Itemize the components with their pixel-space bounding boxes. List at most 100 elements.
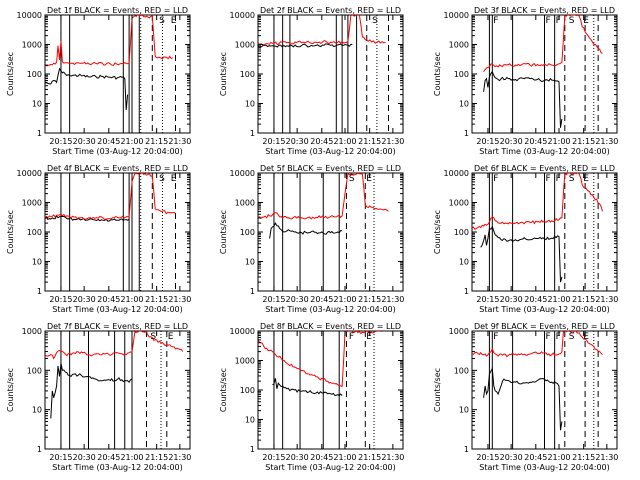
y-axis-label: Counts/sec <box>6 210 15 254</box>
x-axis-label: Start Time (03-Aug-12 20:04:00) <box>479 305 610 314</box>
x-tick-label: 20:15 <box>49 137 72 146</box>
x-tick-label: 21:00 <box>333 137 356 146</box>
y-axis-label: Counts/sec <box>219 368 228 412</box>
y-tick-label: 100 <box>454 366 469 375</box>
x-tick-label: 20:45 <box>310 453 333 462</box>
interval-marker-label: S <box>569 16 575 26</box>
y-axis-label: Counts/sec <box>433 368 442 412</box>
x-tick-label: 20:15 <box>49 295 72 304</box>
interval-marker-label: F <box>556 174 561 184</box>
x-axis-label: Start Time (03-Aug-12 20:04:00) <box>52 305 183 314</box>
interval-marker-label: S <box>569 174 575 184</box>
y-tick-label: 1000 <box>235 41 255 50</box>
panel-title: Det 7f BLACK = Events, RED = LLD <box>47 322 188 331</box>
detector-panel-7: S E 1 10 100 1000 20:15 20:30 20:45 21:00 21:15 21:… <box>6 322 191 472</box>
x-tick-label: 20:30 <box>500 137 523 146</box>
y-tick-label: 100 <box>240 228 255 237</box>
series-lld <box>258 173 389 220</box>
series-lld <box>45 15 173 67</box>
x-axis-label: Start Time (03-Aug-12 20:04:00) <box>479 147 610 156</box>
x-tick-label: 20:15 <box>476 137 499 146</box>
x-tick-label: 21:30 <box>595 453 618 462</box>
x-tick-label: 21:15 <box>145 453 168 462</box>
x-tick-label: 21:00 <box>120 453 143 462</box>
x-tick-label: 20:30 <box>73 453 96 462</box>
interval-marker-label: E <box>583 16 589 26</box>
y-tick-label: 1 <box>37 445 42 454</box>
y-tick-label: 10 <box>32 406 42 415</box>
y-tick-label: 1 <box>464 287 469 296</box>
y-tick-label: 100 <box>240 70 255 79</box>
x-tick-label: 20:15 <box>49 453 72 462</box>
x-tick-label: 21:30 <box>595 295 618 304</box>
x-tick-label: 20:45 <box>524 295 547 304</box>
plot-frame <box>44 14 191 134</box>
y-tick-label: 100 <box>27 228 42 237</box>
x-tick-label: 21:00 <box>547 453 570 462</box>
y-tick-label: 10000 <box>444 11 469 20</box>
y-axis-label: Counts/sec <box>433 210 442 254</box>
series-lld <box>472 331 603 358</box>
y-axis-label: Counts/sec <box>219 210 228 254</box>
series-events <box>50 363 133 419</box>
panel-title: Det 3f BLACK = Events, RED = LLD <box>474 6 615 15</box>
interval-marker-label: F <box>493 174 498 184</box>
series-lld <box>258 15 386 46</box>
x-tick-label: 20:45 <box>524 137 547 146</box>
y-axis-label: Counts/sec <box>433 52 442 96</box>
x-tick-label: 21:15 <box>358 295 381 304</box>
x-tick-label: 21:30 <box>381 295 404 304</box>
x-tick-label: 20:30 <box>500 453 523 462</box>
series-events <box>272 378 343 397</box>
panel-title: Det 4f BLACK = Events, RED = LLD <box>47 164 188 173</box>
x-tick-label: 21:00 <box>120 295 143 304</box>
x-tick-label: 21:30 <box>168 137 191 146</box>
y-tick-label: 1000 <box>449 199 469 208</box>
x-tick-label: 20:45 <box>310 295 333 304</box>
panel-title: Det 6f BLACK = Events, RED = LLD <box>474 164 615 173</box>
x-tick-label: 20:15 <box>262 453 285 462</box>
x-tick-label: 20:30 <box>286 295 309 304</box>
y-tick-label: 10000 <box>230 169 255 178</box>
y-tick-label: 10 <box>459 406 469 415</box>
x-tick-label: 21:00 <box>333 295 356 304</box>
y-tick-label: 10 <box>245 416 255 425</box>
x-tick-label: 21:00 <box>333 453 356 462</box>
series-events <box>258 43 353 48</box>
y-tick-label: 1000 <box>449 41 469 50</box>
interval-marker-label: S <box>159 16 165 26</box>
series-events <box>45 214 130 222</box>
interval-marker-label: F <box>493 332 498 342</box>
x-tick-label: 20:45 <box>97 453 120 462</box>
series-events <box>483 367 563 431</box>
y-tick-label: 100 <box>240 386 255 395</box>
x-tick-label: 20:15 <box>476 295 499 304</box>
x-tick-label: 21:00 <box>547 137 570 146</box>
x-axis-label: Start Time (03-Aug-12 20:04:00) <box>479 463 610 472</box>
interval-marker-label: F <box>546 16 551 26</box>
x-tick-label: 21:15 <box>358 137 381 146</box>
y-tick-label: 1 <box>250 129 255 138</box>
y-tick-label: 1000 <box>22 327 42 336</box>
series-events <box>483 70 563 128</box>
y-axis-label: Counts/sec <box>6 368 15 412</box>
interval-lines <box>273 15 389 133</box>
interval-marker-label: F <box>546 174 551 184</box>
x-tick-label: 21:30 <box>595 137 618 146</box>
x-tick-label: 20:15 <box>262 137 285 146</box>
series-lld <box>483 15 603 72</box>
panel-title: Det 9f BLACK = Events, RED = LLD <box>474 322 615 331</box>
panel-title: Det 8f BLACK = Events, RED = LLD <box>260 322 401 331</box>
y-tick-label: 1000 <box>22 199 42 208</box>
y-tick-label: 100 <box>454 228 469 237</box>
x-tick-label: 21:15 <box>358 453 381 462</box>
interval-lines <box>60 173 176 291</box>
y-tick-label: 100 <box>454 70 469 79</box>
interval-marker-label: E <box>366 174 372 184</box>
x-axis-label: Start Time (03-Aug-12 20:04:00) <box>265 305 396 314</box>
series-events <box>480 225 563 283</box>
